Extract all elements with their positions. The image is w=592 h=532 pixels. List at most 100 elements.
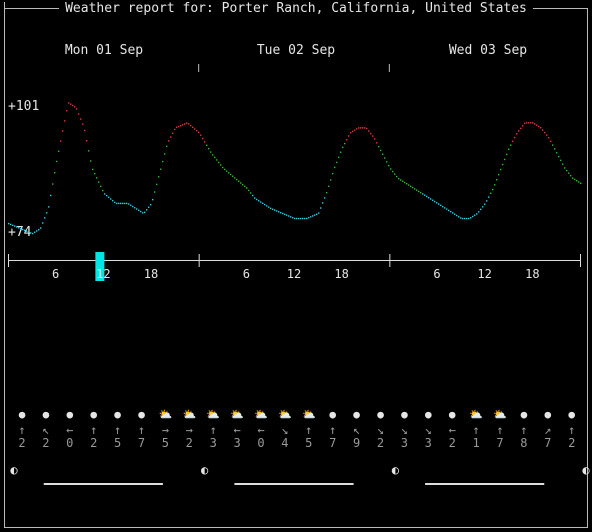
wind-speed-value: 8	[520, 436, 528, 450]
temperature-point	[10, 223, 12, 226]
temperature-point	[498, 173, 500, 176]
temperature-point	[14, 225, 16, 227]
temperature-point	[176, 126, 178, 129]
wind-direction-arrow: ↘	[281, 423, 289, 437]
temperature-point	[230, 173, 232, 176]
wind-direction-arrow: ←	[257, 423, 265, 437]
temperature-point	[232, 175, 234, 177]
temperature-point	[54, 171, 56, 174]
temperature-point	[534, 123, 536, 125]
temperature-point	[266, 205, 268, 207]
wind-speed-value: 9	[352, 436, 361, 450]
temperature-point	[360, 127, 362, 129]
partly-cloudy-icon: ⛅	[206, 408, 221, 421]
temperature-point	[426, 195, 428, 198]
temperature-point	[102, 189, 104, 192]
temperature-point	[106, 194, 108, 197]
wind-direction-arrow: ←	[66, 423, 74, 437]
temperature-point	[366, 127, 368, 130]
temperature-point	[394, 173, 396, 175]
temperature-point	[124, 202, 126, 205]
temperature-point	[330, 179, 332, 181]
temperature-point	[62, 130, 64, 132]
day-label-mon: Mon 01 Sep	[64, 43, 144, 58]
sun-icon: ●	[18, 408, 26, 421]
temperature-point	[228, 172, 230, 174]
wind-speed-value: 5	[113, 436, 122, 450]
temperature-point	[44, 217, 46, 219]
temperature-point	[336, 161, 338, 164]
temperature-point	[348, 135, 350, 137]
temperature-point	[350, 131, 352, 134]
temperature-point	[300, 217, 302, 220]
temperature-point	[36, 230, 38, 232]
temperature-point	[98, 181, 100, 183]
temperature-point	[450, 210, 452, 213]
temperature-point	[502, 163, 504, 166]
temperature-point	[220, 164, 222, 166]
temperature-point	[294, 217, 296, 220]
temperature-point	[64, 120, 66, 122]
temperature-point	[536, 124, 538, 126]
temperature-point	[122, 202, 124, 205]
temperature-point	[402, 180, 404, 182]
moon-phase-icon: ◐	[582, 463, 590, 477]
temperature-point	[410, 185, 412, 188]
temperature-point	[8, 222, 10, 225]
wind-direction-arrow: ↑	[472, 423, 480, 437]
temperature-point	[488, 196, 490, 198]
temperature-point	[412, 186, 414, 189]
wind-direction-arrow: ↘	[376, 423, 385, 437]
sun-icon: ●	[401, 408, 408, 421]
temperature-point	[376, 142, 378, 144]
temperature-point	[288, 215, 290, 217]
temperature-point	[274, 209, 276, 211]
wind-speed-value: 7	[496, 436, 504, 450]
temperature-point	[512, 140, 514, 143]
temperature-point	[262, 202, 264, 204]
wind-direction-arrow: ↑	[209, 423, 217, 437]
temperature-point	[134, 207, 136, 209]
sun-icon: ●	[138, 408, 145, 421]
temperature-point	[144, 211, 146, 214]
temperature-point	[304, 217, 306, 220]
temperature-point	[210, 151, 212, 153]
temperature-point	[542, 129, 544, 131]
temperature-point	[158, 176, 160, 178]
temperature-point	[358, 127, 360, 129]
temperature-point	[186, 122, 188, 124]
temperature-point	[136, 208, 138, 210]
temperature-point	[490, 192, 492, 194]
temperature-point	[194, 128, 196, 130]
wind-speed-value: 3	[424, 436, 432, 450]
wind-speed-value: 7	[329, 436, 337, 450]
wind-direction-arrow: ↑	[113, 423, 122, 437]
temperature-point	[240, 182, 242, 184]
temperature-point	[32, 232, 34, 235]
temperature-point	[462, 217, 464, 220]
temperature-point	[408, 184, 410, 186]
temperature-point	[338, 156, 340, 159]
temperature-point	[112, 199, 114, 202]
temperature-point	[128, 203, 130, 205]
temperature-point	[28, 231, 30, 233]
temperature-point	[86, 140, 88, 142]
temperature-point	[302, 217, 304, 220]
temperature-point	[280, 211, 282, 214]
temperature-point	[172, 132, 174, 134]
temperature-point	[468, 217, 470, 220]
moon-phase-icon: ◐	[391, 463, 399, 477]
temperature-point	[222, 166, 224, 169]
temperature-point	[428, 197, 430, 199]
temperature-point	[40, 227, 42, 229]
wind-speed-value: 2	[376, 436, 385, 450]
partly-cloudy-icon: ⛅	[158, 408, 173, 421]
sun-icon: ●	[329, 408, 336, 421]
temperature-point	[178, 125, 180, 128]
wind-direction-arrow: ↑	[520, 423, 528, 437]
temperature-point	[454, 213, 456, 215]
temperature-point	[166, 145, 168, 148]
temperature-point	[324, 197, 326, 199]
temperature-point	[470, 217, 472, 219]
